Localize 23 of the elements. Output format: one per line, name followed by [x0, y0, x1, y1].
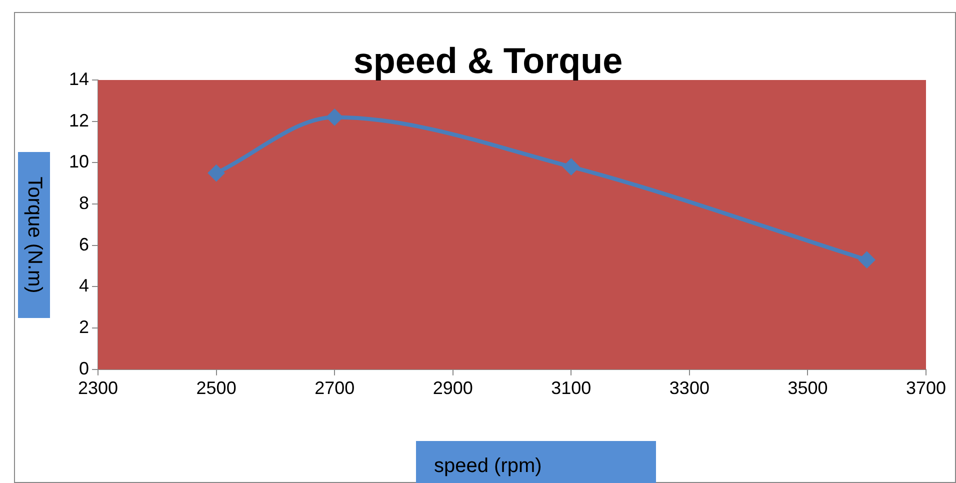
y-tick-label: 0: [79, 358, 90, 378]
point: [562, 158, 580, 176]
y-tick-label: 12: [68, 110, 90, 130]
x-tick-label: 2300: [78, 378, 118, 398]
y-tick-label: 2: [79, 317, 90, 338]
point: [858, 251, 876, 268]
x-axis-title: speed (rpm): [434, 455, 542, 478]
y-axis-title: Torque (N.m): [22, 176, 46, 294]
point: [208, 164, 225, 182]
x-tick-label: 3300: [669, 378, 710, 398]
y-tick-label: 8: [79, 192, 90, 213]
x-tick-label: 3500: [788, 378, 828, 398]
y-tick-label: 4: [79, 276, 90, 296]
y-tick-label: 10: [68, 152, 90, 172]
x-tick-label: 3700: [906, 378, 946, 398]
x-tick-label: 2700: [314, 378, 355, 398]
x-tick-label: 2900: [432, 378, 473, 398]
point: [326, 108, 344, 126]
x-tick-label: 2500: [196, 378, 236, 398]
chart-title: speed & Torque: [353, 40, 623, 81]
y-tick-label: 14: [68, 68, 90, 89]
y-tick-label: 6: [79, 234, 90, 254]
x-tick-label: 3100: [551, 378, 592, 398]
